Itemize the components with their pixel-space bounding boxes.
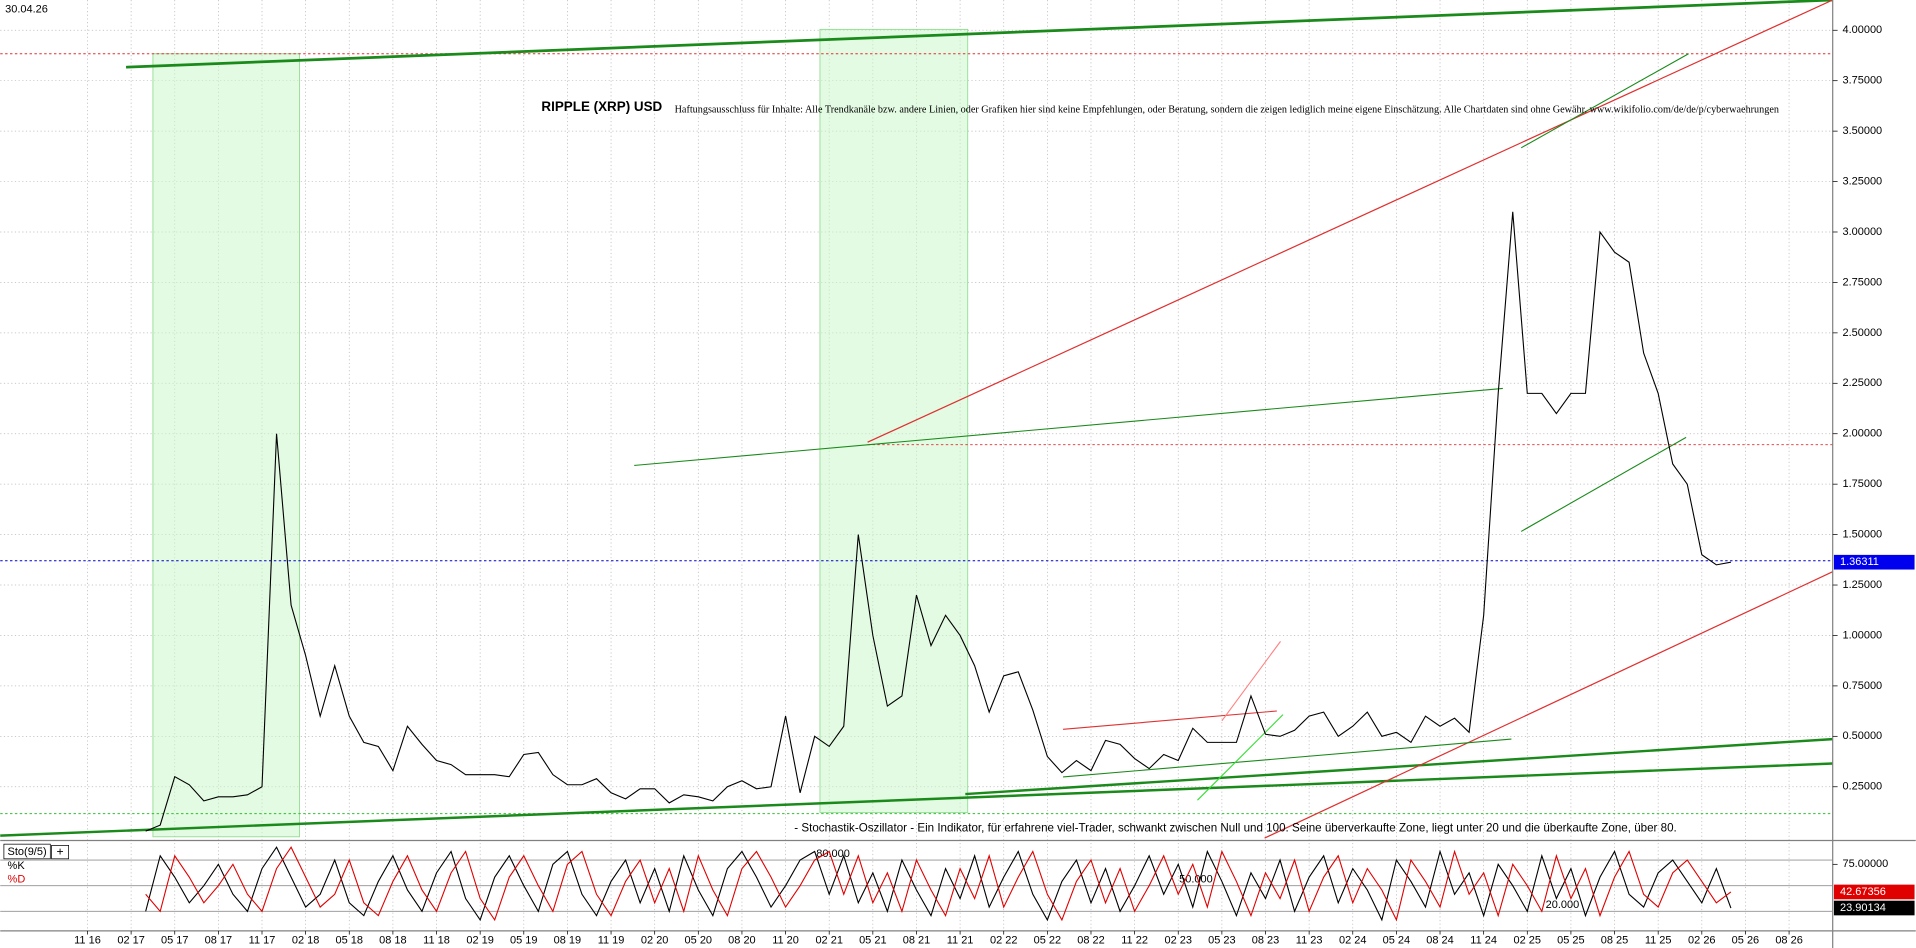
x-tick-label: 05 20 [685, 935, 713, 947]
indicator-marker [1833, 900, 1915, 916]
y-tick-label: 3.00000 [1842, 226, 1882, 238]
x-tick-label: 11 20 [772, 935, 799, 947]
legend-entry: %K [8, 860, 26, 872]
indicator-title: Sto(9/5) [8, 846, 47, 858]
x-tick-label: 11 22 [1121, 935, 1148, 947]
indicator-marker [1833, 884, 1915, 900]
trend-line [0, 762, 1833, 837]
x-tick-label: 08 22 [1077, 935, 1105, 947]
y-tick-label: 0.50000 [1842, 730, 1882, 742]
x-tick-label: 08 26 [1775, 935, 1802, 947]
y-tick-label: 3.75000 [1842, 75, 1882, 87]
x-tick-label: 11 25 [1645, 935, 1672, 947]
x-tick-label: 08 23 [1252, 935, 1280, 947]
x-tick-label: 11 19 [598, 935, 625, 947]
expand-icon[interactable]: + [57, 844, 64, 858]
x-tick-label: 08 20 [728, 935, 756, 947]
trend-line [1197, 714, 1284, 801]
y-tick-label: 1.75000 [1842, 478, 1882, 490]
x-tick-label: 11 16 [74, 935, 101, 947]
x-tick-label: 02 18 [292, 935, 320, 947]
x-tick-label: 02 25 [1514, 935, 1541, 947]
x-tick-label: 11 21 [947, 935, 974, 947]
indicator-marker-label: 42.67356 [1840, 886, 1886, 898]
x-tick-label: 02 23 [1164, 935, 1192, 947]
series-line [145, 846, 1732, 922]
y-tick-label: 75.00000 [1842, 858, 1888, 870]
x-tick-label: 05 23 [1208, 935, 1236, 947]
indicator-marker-label: 23.90134 [1840, 902, 1886, 914]
x-tick-label: 08 24 [1426, 935, 1454, 947]
x-tick-label: 02 17 [117, 935, 145, 947]
y-tick-label: 4.00000 [1842, 24, 1882, 36]
y-tick-label: 0.75000 [1842, 680, 1882, 692]
y-tick-label: 3.25000 [1842, 175, 1882, 187]
y-tick-label: 0.25000 [1842, 781, 1882, 793]
x-tick-label: 02 24 [1339, 935, 1366, 947]
x-tick-label: 02 22 [990, 935, 1018, 947]
chart-title: RIPPLE (XRP) USD [541, 99, 662, 114]
y-tick-label: 1.00000 [1842, 629, 1882, 641]
series-line [145, 846, 1732, 922]
x-tick-label: 05 17 [161, 935, 189, 947]
y-tick-label: 2.25000 [1842, 377, 1882, 389]
x-tick-label: 02 20 [641, 935, 669, 947]
x-tick-label: 11 17 [249, 935, 276, 947]
price-marker-label: 1.36311 [1840, 556, 1879, 568]
annotation: - Stochastik-Oszillator - Ein Indikator,… [794, 821, 1676, 834]
level-label: 80.000 [816, 848, 850, 860]
y-tick-label: 1.50000 [1842, 529, 1882, 541]
x-tick-label: 05 18 [336, 935, 364, 947]
x-tick-label: 11 24 [1470, 935, 1497, 947]
x-tick-label: 08 18 [379, 935, 407, 947]
x-tick-label: 11 23 [1296, 935, 1323, 947]
y-tick-label: 2.75000 [1842, 276, 1882, 288]
x-tick-label: 02 21 [815, 935, 843, 947]
x-tick-label: 05 19 [510, 935, 538, 947]
expand-button[interactable] [51, 845, 70, 860]
y-tick-label: 1.25000 [1842, 579, 1882, 591]
x-tick-label: 05 21 [859, 935, 887, 947]
trend-line [1221, 641, 1281, 722]
series-line [145, 211, 1731, 832]
x-tick-label: 05 22 [1034, 935, 1062, 947]
date-label: 30.04.26 [5, 4, 48, 16]
x-tick-label: 08 25 [1601, 935, 1628, 947]
y-tick-label: 2.50000 [1842, 327, 1882, 339]
y-tick-label: 2.00000 [1842, 428, 1882, 440]
zone [152, 53, 300, 838]
x-tick-label: 08 19 [554, 935, 582, 947]
x-tick-label: 05 25 [1557, 935, 1584, 947]
trend-line [1520, 436, 1687, 532]
trend-line [634, 387, 1503, 466]
legend-entry: %D [8, 873, 26, 885]
x-tick-label: 05 24 [1383, 935, 1411, 947]
trend-line [1063, 710, 1277, 730]
level-label: 50.000 [1179, 873, 1213, 885]
trend-line [867, 0, 1833, 443]
x-tick-label: 05 26 [1732, 935, 1760, 947]
x-tick-label: 02 19 [466, 935, 494, 947]
x-tick-label: 08 17 [205, 935, 232, 947]
x-tick-label: 11 18 [423, 935, 450, 947]
y-tick-label: 3.50000 [1842, 125, 1882, 137]
price-marker [1833, 554, 1915, 570]
x-tick-label: 08 21 [903, 935, 931, 947]
trend-line [1264, 571, 1833, 839]
trend-line [126, 0, 1833, 69]
level-label: 20.000 [1546, 899, 1580, 911]
trend-line [1063, 738, 1512, 778]
x-tick-label: 02 26 [1688, 935, 1716, 947]
trend-line [1520, 53, 1689, 149]
indicator-box [3, 843, 51, 860]
zone [819, 28, 969, 813]
disclaimer: Haftungsausschluss für Inhalte: Alle Tre… [675, 104, 1780, 115]
trend-line [965, 737, 1833, 796]
